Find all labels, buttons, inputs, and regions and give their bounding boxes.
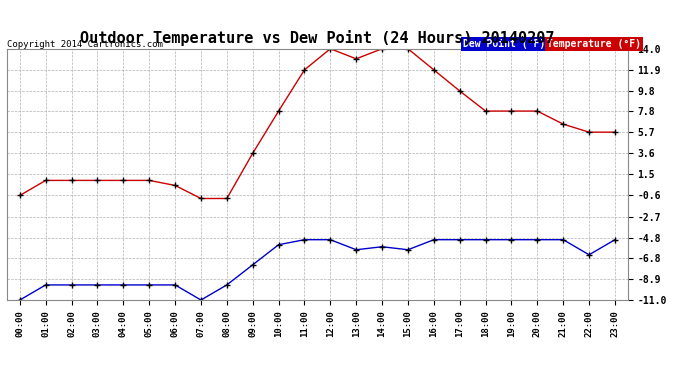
Text: Copyright 2014 Cartronics.com: Copyright 2014 Cartronics.com [7, 40, 163, 49]
Text: Temperature (°F): Temperature (°F) [547, 39, 641, 49]
Title: Outdoor Temperature vs Dew Point (24 Hours) 20140207: Outdoor Temperature vs Dew Point (24 Hou… [80, 30, 555, 46]
Text: Dew Point (°F): Dew Point (°F) [464, 39, 546, 49]
